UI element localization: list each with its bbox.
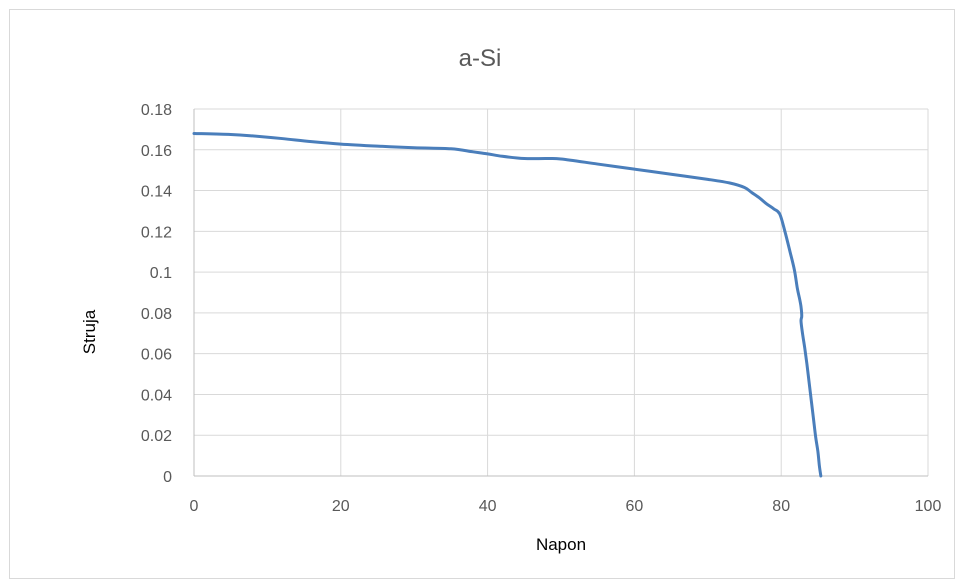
y-tick-label: 0.1 [150, 265, 172, 282]
x-tick-label: 80 [772, 498, 790, 515]
x-axis-title: Napon [536, 535, 586, 554]
y-tick-label: 0.14 [141, 184, 172, 201]
y-tick-label: 0.08 [141, 306, 172, 323]
y-tick-label: 0.18 [141, 102, 172, 119]
gridlines [194, 108, 929, 476]
tick-labels: 0 0.02 0.04 0.06 0.08 0.1 0.12 0.14 0.16 0.18 0 20 4… [141, 102, 942, 515]
x-tick-label: 20 [332, 498, 350, 515]
x-tick-label: 40 [479, 498, 497, 515]
y-tick-label: 0.12 [141, 224, 172, 241]
y-tick-label: 0.02 [141, 428, 172, 445]
y-tick-label: 0 [163, 469, 172, 486]
series-line [192, 131, 823, 478]
chart-title: a-Si [459, 45, 502, 72]
x-tick-label: 100 [915, 498, 942, 515]
y-tick-label: 0.16 [141, 143, 172, 160]
y-tick-label: 0.06 [141, 347, 172, 364]
x-tick-label: 0 [190, 498, 199, 515]
x-tick-label: 60 [626, 498, 644, 515]
y-axis-title: Struja [80, 309, 99, 354]
axes [193, 109, 928, 477]
series-layer [192, 131, 823, 478]
y-tick-label: 0.04 [141, 387, 172, 404]
